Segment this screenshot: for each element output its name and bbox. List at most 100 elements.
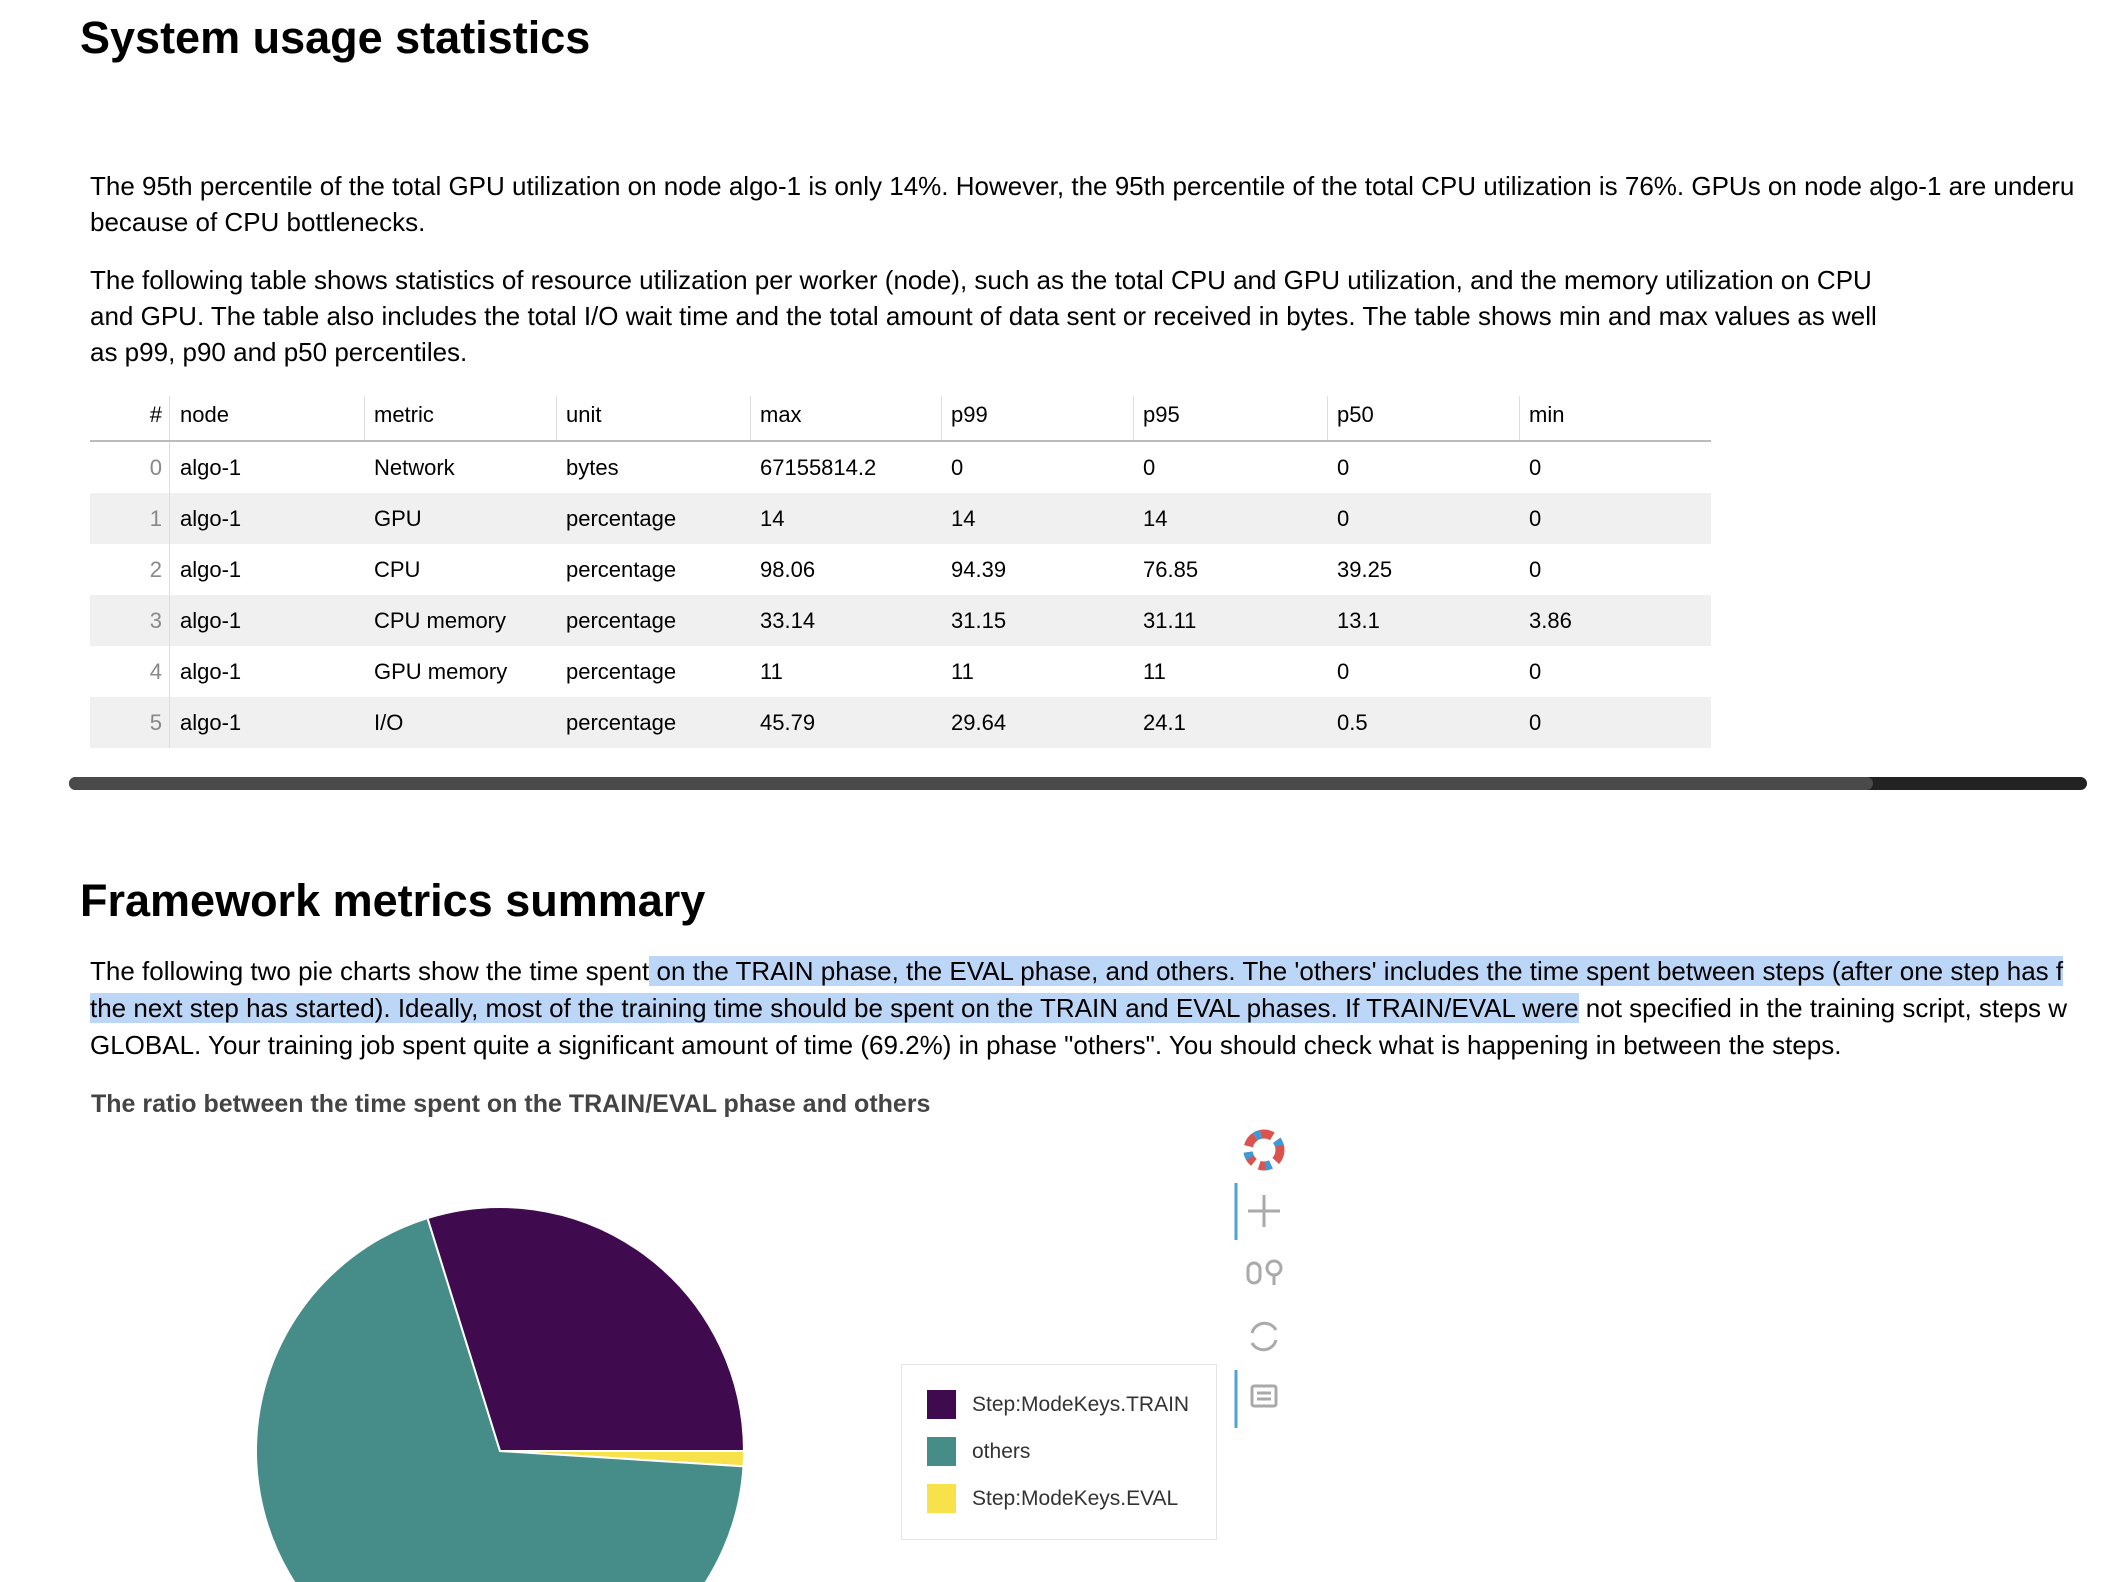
paragraph-line: the next step has started). Ideally, mos… bbox=[90, 990, 2067, 1026]
row-index: 4 bbox=[149, 659, 162, 684]
table-cell: percentage bbox=[566, 506, 677, 531]
pie-slice bbox=[426, 1206, 746, 1452]
table-cell: 14 bbox=[1143, 506, 1168, 531]
table-cell: 76.85 bbox=[1143, 557, 1199, 582]
pie-slice bbox=[255, 1216, 745, 1582]
table-cell: 31.15 bbox=[951, 608, 1007, 633]
table-cell: bytes bbox=[566, 455, 619, 480]
column-rule bbox=[1327, 396, 1328, 440]
index-rule bbox=[169, 396, 170, 748]
table-cell: 13.1 bbox=[1337, 608, 1380, 633]
table-cell: 0 bbox=[1337, 455, 1350, 480]
table-cell: 0 bbox=[1337, 659, 1350, 684]
table-cell: 11 bbox=[951, 659, 974, 684]
wheel-zoom-tool[interactable] bbox=[1246, 1259, 1283, 1285]
legend-swatch bbox=[927, 1390, 956, 1419]
row-stripe bbox=[90, 697, 1711, 748]
table-cell: 11 bbox=[760, 659, 783, 684]
table-cell: 45.79 bbox=[760, 710, 816, 735]
row-stripe bbox=[90, 595, 1711, 646]
table-cell: algo-1 bbox=[180, 710, 242, 735]
text: The following table shows statistics of … bbox=[90, 265, 1872, 295]
table-cell: Network bbox=[374, 455, 455, 480]
table-cell: 0 bbox=[1529, 557, 1542, 582]
column-rule bbox=[1133, 396, 1134, 440]
heading: System usage statistics bbox=[80, 12, 591, 63]
column-header: min bbox=[1529, 402, 1565, 427]
table-cell: percentage bbox=[566, 710, 677, 735]
table-cell: 0.5 bbox=[1337, 710, 1368, 735]
paragraph-line: The following two pie charts show the ti… bbox=[90, 953, 2064, 989]
table-cell: 0 bbox=[1337, 506, 1350, 531]
text: not specified in the training script, st… bbox=[1578, 993, 2068, 1023]
row-index: 0 bbox=[149, 455, 162, 480]
legend-label: others bbox=[972, 1440, 1031, 1463]
column-header: # bbox=[149, 402, 162, 427]
row-stripe bbox=[90, 493, 1711, 544]
legend-swatch bbox=[927, 1437, 956, 1466]
legend-label: Step:ModeKeys.TRAIN bbox=[972, 1393, 1190, 1416]
table-cell: algo-1 bbox=[180, 557, 242, 582]
table-cell: CPU memory bbox=[374, 608, 507, 633]
table-cell: percentage bbox=[566, 557, 677, 582]
heading: Framework metrics summary bbox=[80, 875, 706, 926]
column-rule bbox=[941, 396, 942, 440]
table-cell: GPU bbox=[374, 506, 422, 531]
legend-label: Step:ModeKeys.EVAL bbox=[972, 1487, 1179, 1510]
scrollbar-thumb[interactable] bbox=[69, 777, 1873, 790]
row-index: 3 bbox=[149, 608, 162, 633]
table-cell: algo-1 bbox=[180, 455, 242, 480]
table-cell: 0 bbox=[1529, 455, 1542, 480]
table-cell: GPU memory bbox=[374, 659, 508, 684]
table-cell: 14 bbox=[951, 506, 976, 531]
table-cell: algo-1 bbox=[180, 506, 242, 531]
text: The 95th percentile of the total GPU uti… bbox=[90, 171, 2075, 201]
column-rule bbox=[364, 396, 365, 440]
row-index: 2 bbox=[149, 557, 162, 582]
table-cell: 33.14 bbox=[760, 608, 816, 633]
paragraph-line: GLOBAL. Your training job spent quite a … bbox=[90, 1027, 1841, 1063]
table-cell: 31.11 bbox=[1143, 608, 1197, 633]
text: GLOBAL. Your training job spent quite a … bbox=[90, 1030, 1842, 1060]
table-cell: 29.64 bbox=[951, 710, 1007, 735]
column-header: max bbox=[760, 402, 802, 427]
row-index: 1 bbox=[149, 506, 162, 531]
text: the next step has started). Ideally, mos… bbox=[90, 993, 1579, 1023]
section-heading: System usage statistics bbox=[80, 12, 590, 64]
column-header: metric bbox=[374, 402, 434, 427]
text: and GPU. The table also includes the tot… bbox=[90, 301, 1877, 331]
table-cell: 0 bbox=[1143, 455, 1156, 480]
column-header: unit bbox=[566, 402, 602, 427]
table-cell: 39.25 bbox=[1337, 557, 1393, 582]
text: The following two pie charts show the ti… bbox=[90, 956, 650, 986]
column-rule bbox=[750, 396, 751, 440]
table-cell: I/O bbox=[374, 710, 404, 735]
paragraph-line: as p99, p90 and p50 percentiles. bbox=[90, 334, 467, 370]
pan-tool[interactable] bbox=[1248, 1195, 1280, 1227]
column-header: node bbox=[180, 402, 229, 427]
bokeh-logo[interactable] bbox=[1243, 1129, 1285, 1171]
table-cell: 24.1 bbox=[1143, 710, 1186, 735]
column-header: p50 bbox=[1337, 402, 1374, 427]
text: on the TRAIN phase, the EVAL phase, and … bbox=[649, 956, 2064, 986]
toolbar bbox=[1234, 1129, 1285, 1428]
table-cell: algo-1 bbox=[180, 608, 242, 633]
column-rule bbox=[556, 396, 557, 440]
text: because of CPU bottlenecks. bbox=[90, 207, 426, 237]
table-cell: 0 bbox=[1529, 710, 1542, 735]
table-cell: CPU bbox=[374, 557, 421, 582]
paragraph-line: The following table shows statistics of … bbox=[90, 262, 1872, 298]
table-cell: 3.86 bbox=[1529, 608, 1572, 633]
section-heading: Framework metrics summary bbox=[80, 875, 705, 927]
legend-swatch bbox=[927, 1484, 956, 1513]
text: as p99, p90 and p50 percentiles. bbox=[90, 337, 468, 367]
table-cell: 94.39 bbox=[951, 557, 1007, 582]
table-cell: 0 bbox=[951, 455, 964, 480]
table-header-rule bbox=[90, 440, 1711, 442]
table-cell: 0 bbox=[1529, 659, 1542, 684]
hover-tool[interactable] bbox=[1250, 1384, 1278, 1408]
reset-tool[interactable] bbox=[1250, 1321, 1278, 1352]
table-cell: 0 bbox=[1529, 506, 1542, 531]
